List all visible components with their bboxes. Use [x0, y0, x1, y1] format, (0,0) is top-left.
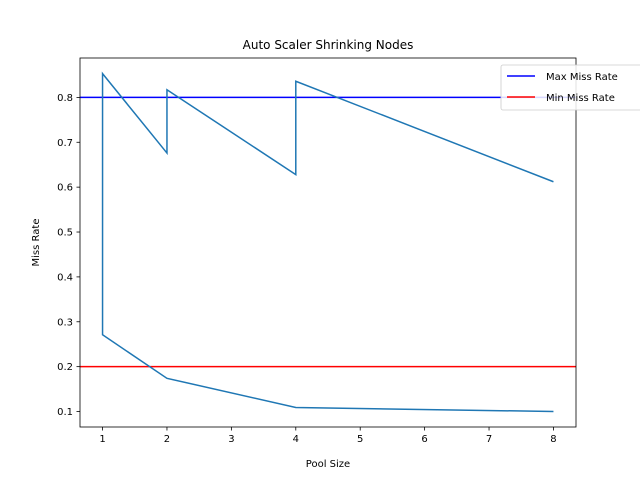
- legend-box: [500, 64, 640, 111]
- axes-frame: [79, 57, 577, 428]
- y-tick-label: 0.4: [57, 272, 73, 283]
- y-tick-label: 0.6: [57, 183, 73, 194]
- legend-label-max-miss-rate: Max Miss Rate: [546, 72, 618, 83]
- x-tick-label: 2: [164, 434, 170, 445]
- x-tick-label: 8: [550, 434, 556, 445]
- plot-area: [80, 71, 576, 413]
- x-tick-label: 1: [99, 434, 105, 445]
- x-axis: 1 2 3 4 5 6 7 8: [99, 427, 557, 445]
- y-tick-label: 0.8: [57, 93, 73, 104]
- chart-title: Auto Scaler Shrinking Nodes: [243, 38, 414, 52]
- y-tick-label: 0.7: [57, 138, 73, 149]
- x-tick-label: 7: [486, 434, 492, 445]
- x-tick-label: 3: [228, 434, 234, 445]
- x-tick-label: 4: [293, 434, 299, 445]
- y-tick-label: 0.2: [57, 362, 73, 373]
- y-tick-label: 0.5: [57, 228, 73, 239]
- legend: Max Miss Rate Min Miss Rate: [500, 64, 640, 111]
- y-tick-label: 0.3: [57, 317, 73, 328]
- y-axis: 0.1 0.2 0.3 0.4 0.5 0.6 0.7 0.8: [57, 93, 80, 418]
- x-tick-label: 6: [421, 434, 427, 445]
- series-line: [101, 71, 554, 413]
- y-axis-label: Miss Rate: [31, 219, 42, 267]
- x-axis-label: Pool Size: [306, 459, 350, 470]
- x-tick-label: 5: [357, 434, 363, 445]
- legend-label-min-miss-rate: Min Miss Rate: [546, 93, 615, 104]
- y-tick-label: 0.1: [57, 407, 73, 418]
